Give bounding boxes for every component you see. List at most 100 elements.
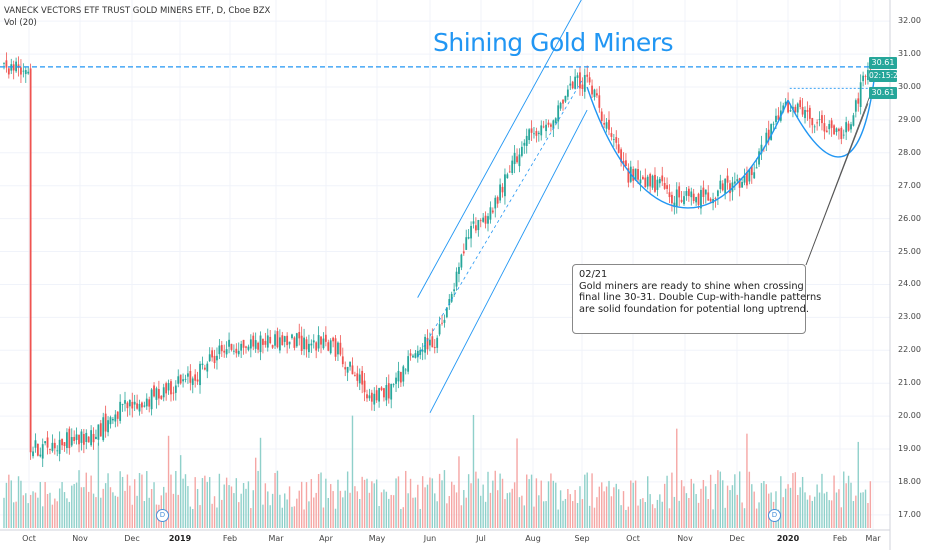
volume-bar <box>320 472 322 528</box>
volume-bar <box>453 484 455 528</box>
candle-body <box>295 333 298 347</box>
volume-bar <box>71 485 73 528</box>
candle-body <box>671 194 673 204</box>
candle-body <box>586 74 589 77</box>
candle-body <box>245 346 247 348</box>
candle-body <box>465 237 468 250</box>
candle-body <box>508 171 511 173</box>
cup-curve-1 <box>586 86 789 209</box>
volume-bar <box>455 492 458 528</box>
volume-bar <box>221 499 223 528</box>
candle-body <box>748 169 751 182</box>
candle-body <box>433 346 436 349</box>
note-line-3: are solid foundation for potential long … <box>579 303 809 315</box>
candle-body <box>750 166 753 176</box>
volume-bar <box>499 473 501 528</box>
volume-bar <box>264 483 267 528</box>
candle-body <box>501 186 504 193</box>
volume-bar <box>10 480 12 528</box>
candle-body <box>46 437 49 448</box>
volume-bar <box>458 456 460 528</box>
volume-bar <box>678 500 680 528</box>
volume-bar <box>656 499 659 528</box>
note-line-date: 02/21 <box>579 269 608 280</box>
candle-body <box>51 442 54 451</box>
volume-bar <box>3 497 5 528</box>
candle-body <box>850 124 852 130</box>
candle-body <box>12 64 15 71</box>
volume-bar <box>838 489 840 528</box>
volume-bar <box>354 486 356 528</box>
volume-bar <box>63 492 66 528</box>
volume-bar <box>179 455 182 528</box>
candle-body <box>455 271 458 287</box>
volume-bar <box>121 476 124 528</box>
volume-bar <box>789 487 792 528</box>
volume-bar <box>5 482 8 528</box>
volume-bar <box>269 505 271 528</box>
candle-body <box>102 417 105 441</box>
volume-bar <box>588 505 591 528</box>
candle-body <box>114 414 117 422</box>
volume-bar <box>642 498 644 528</box>
candle-body <box>155 388 158 400</box>
volume-bar <box>395 478 397 528</box>
volume-bar <box>233 493 235 528</box>
candle-body <box>380 387 383 391</box>
volume-bar <box>489 492 492 528</box>
volume-bar <box>741 502 743 528</box>
dividend-marker-2[interactable]: D <box>768 509 781 522</box>
candle-body <box>620 149 622 162</box>
candle-body <box>354 375 356 376</box>
volume-bar <box>392 495 395 528</box>
volume-bar <box>666 475 668 528</box>
candle-body <box>717 190 719 197</box>
volume-bar <box>371 481 373 528</box>
volume-bar <box>596 497 598 528</box>
candle-body <box>75 434 78 440</box>
dividend-marker-1[interactable]: D <box>156 509 169 522</box>
volume-bar <box>194 477 196 528</box>
candle-body <box>378 388 380 402</box>
candle-body <box>308 343 310 353</box>
candle-body <box>787 101 789 113</box>
candle-body <box>533 133 535 135</box>
volume-bar <box>117 496 119 528</box>
candle-body <box>315 342 318 351</box>
volume-bar <box>223 484 225 528</box>
volume-bar <box>274 473 276 528</box>
volume-bar <box>533 506 535 528</box>
candle-body <box>862 75 864 82</box>
candle-body <box>571 81 574 89</box>
volume-bar <box>138 473 141 528</box>
candle-body <box>358 374 361 384</box>
candle-body <box>225 349 228 355</box>
candle-body <box>27 71 30 74</box>
volume-bar <box>131 504 133 528</box>
volume-bar <box>683 486 685 528</box>
candle-body <box>66 432 68 448</box>
candle-body <box>373 393 376 405</box>
candle-body <box>269 336 272 344</box>
volume-bar <box>480 495 482 528</box>
volume-bar <box>855 495 857 528</box>
candle-body <box>361 370 364 385</box>
volume-bar <box>296 498 298 528</box>
x-tick-label: May <box>368 534 386 543</box>
candle-body <box>537 132 540 135</box>
candle-body <box>189 370 192 383</box>
volume-bar <box>346 471 349 528</box>
volume-bar <box>806 499 809 528</box>
candle-body <box>283 336 286 342</box>
candle-body <box>506 174 509 179</box>
volume-bar <box>421 476 424 528</box>
volume-bar <box>163 486 165 528</box>
x-tick-label: 2020 <box>776 534 800 543</box>
y-tick-label: 28.00 <box>898 147 921 157</box>
candle-body <box>187 373 189 377</box>
volume-bar <box>332 491 334 528</box>
volume-bar <box>843 471 845 528</box>
volume-bar <box>492 480 494 528</box>
candle-body <box>678 186 681 198</box>
candle-body <box>274 334 276 346</box>
